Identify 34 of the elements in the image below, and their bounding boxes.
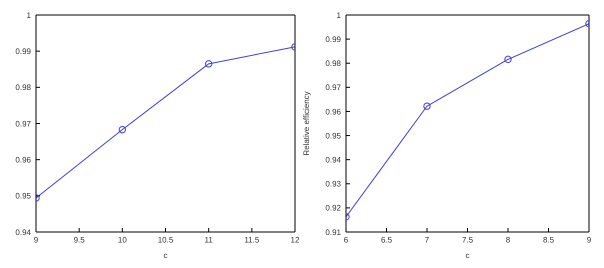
x-tick-label: 6.5 xyxy=(380,236,393,245)
y-tick-label: 0.95 xyxy=(325,131,342,140)
y-tick-label: 0.93 xyxy=(325,180,342,189)
y-tick-label: 0.95 xyxy=(15,192,32,201)
y-tick-label: 0.94 xyxy=(15,228,32,237)
x-tick-label: 6 xyxy=(344,236,349,245)
x-tick-label: 8.5 xyxy=(542,236,555,245)
x-tick-label: 10 xyxy=(118,236,128,245)
y-tick-label: 0.96 xyxy=(325,107,342,116)
y-tick-label: 0.97 xyxy=(325,83,342,92)
y-tick-label: 1 xyxy=(336,10,342,20)
y-tick-label: 0.99 xyxy=(325,34,342,44)
x-axis-title: c xyxy=(466,251,470,260)
x-tick-label: 12 xyxy=(290,236,300,245)
y-axis-title: Relative efficiency xyxy=(302,91,311,156)
y-tick-label: 0.97 xyxy=(15,119,32,128)
y-tick-label: 1 xyxy=(26,10,32,20)
x-tick-label: 11 xyxy=(204,236,214,245)
x-tick-label: 8 xyxy=(506,236,511,245)
y-tick-label: 0.94 xyxy=(325,156,342,165)
y-tick-label: 0.98 xyxy=(325,59,342,68)
x-tick-label: 7 xyxy=(424,236,430,245)
x-tick-label: 9 xyxy=(34,236,39,245)
x-tick-label: 10.5 xyxy=(158,236,174,245)
y-tick-label: 0.92 xyxy=(325,204,342,213)
y-tick-label: 0.91 xyxy=(325,228,342,237)
y-tick-label: 0.98 xyxy=(15,83,32,92)
y-tick-label: 0.96 xyxy=(15,156,32,165)
x-tick-label: 11.5 xyxy=(244,236,260,245)
y-tick-label: 0.99 xyxy=(15,47,32,56)
x-tick-label: 7.5 xyxy=(462,236,474,245)
x-tick-label: 9.5 xyxy=(74,236,86,245)
x-tick-label: 9 xyxy=(586,236,592,245)
x-axis-title: c xyxy=(164,251,168,260)
